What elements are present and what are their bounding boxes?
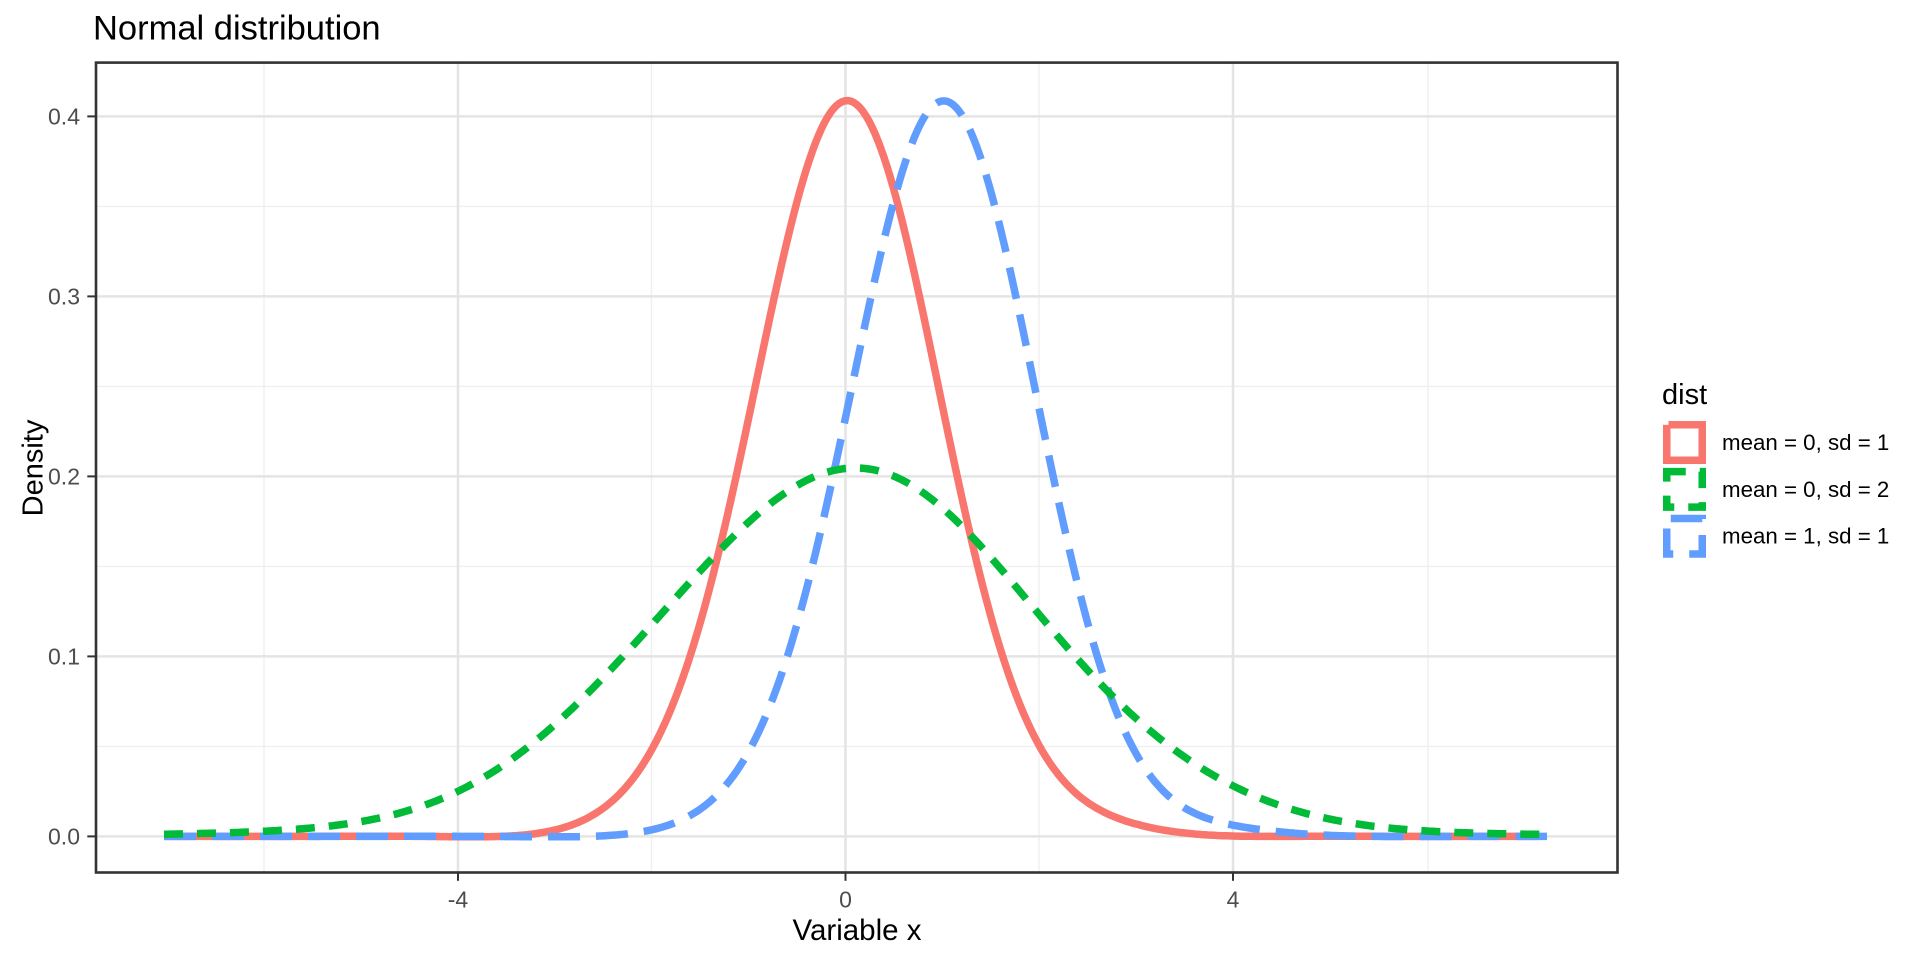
svg-text:0.0: 0.0: [48, 824, 80, 850]
svg-text:Normal distribution: Normal distribution: [93, 10, 381, 48]
svg-text:-4: -4: [448, 887, 469, 913]
svg-text:0.4: 0.4: [48, 104, 80, 130]
svg-text:mean = 1, sd = 1: mean = 1, sd = 1: [1722, 524, 1889, 549]
svg-text:dist: dist: [1662, 379, 1707, 411]
svg-text:mean = 0, sd = 1: mean = 0, sd = 1: [1722, 430, 1889, 455]
svg-text:0.1: 0.1: [48, 644, 80, 670]
svg-text:0.2: 0.2: [48, 464, 80, 490]
svg-text:Variable x: Variable x: [793, 914, 922, 947]
svg-text:Density: Density: [18, 419, 50, 516]
svg-text:0.3: 0.3: [48, 284, 80, 310]
svg-text:0: 0: [839, 887, 852, 913]
svg-text:4: 4: [1227, 887, 1240, 913]
svg-text:mean = 0, sd = 2: mean = 0, sd = 2: [1722, 477, 1889, 502]
